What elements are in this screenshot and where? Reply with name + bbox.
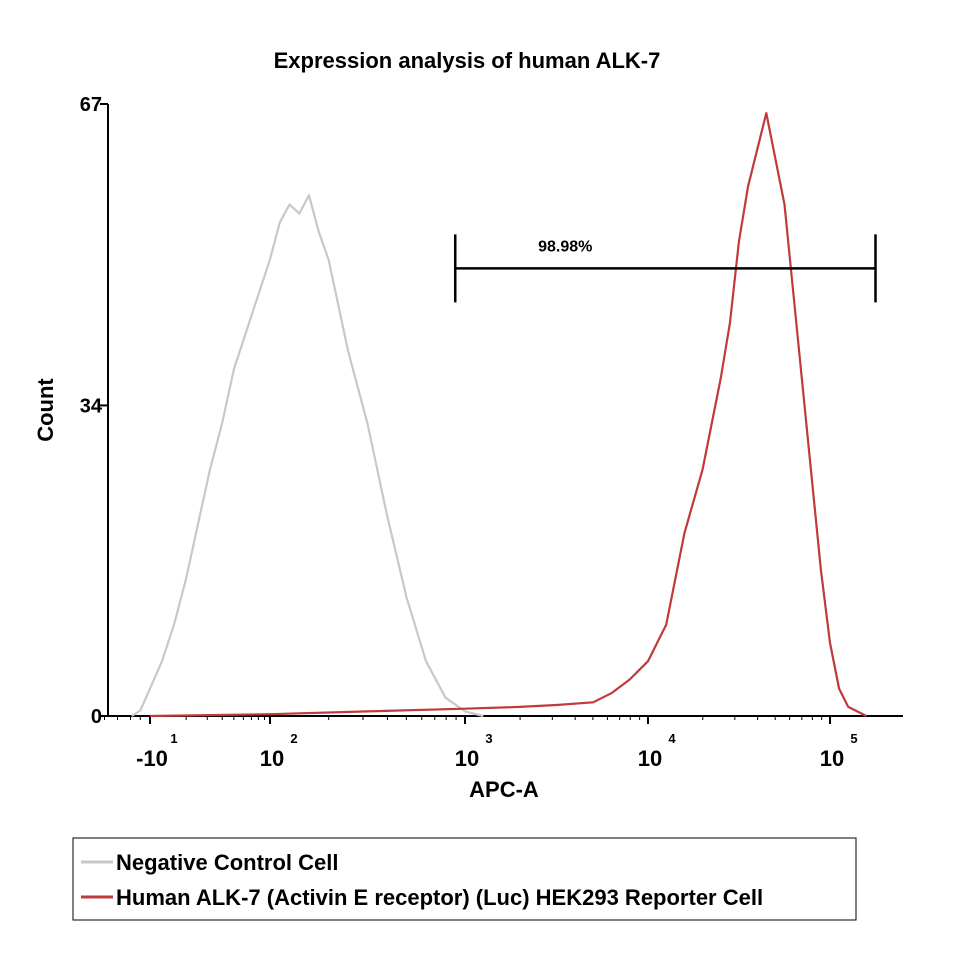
x-tick-exponent: 5 (850, 731, 857, 746)
plot-area: 0 34 67 -101 10 2 10 3 10 4 10 5 98.98% (80, 94, 903, 771)
y-tick-label: 34 (80, 395, 103, 417)
x-tick-label: -10 (136, 746, 168, 771)
x-tick-label: 10 (455, 746, 479, 771)
legend-box (72, 837, 857, 921)
chart-title: Expression analysis of human ALK-7 (274, 48, 661, 73)
x-tick-exponent: 1 (170, 731, 177, 746)
y-tick-label: 67 (80, 94, 102, 116)
legend: Negative Control Cell Human ALK-7 (Activ… (72, 837, 857, 921)
legend-label-human-alk7: Human ALK-7 (Activin E receptor) (Luc) H… (116, 885, 763, 910)
x-tick-exponent: 2 (290, 731, 297, 746)
gate-percentage-label: 98.98% (538, 238, 592, 255)
x-tick-label: 10 (260, 746, 284, 771)
series-line-negative-control (131, 194, 484, 718)
series-line-human-alk7 (149, 111, 867, 718)
x-tick-exponent: 4 (668, 731, 676, 746)
x-axis-label: APC-A (469, 777, 539, 802)
y-tick-label: 0 (91, 706, 102, 728)
x-tick-label: 10 (820, 746, 844, 771)
x-tick-label: 10 (638, 746, 662, 771)
y-axis-label: Count (33, 378, 58, 442)
x-tick-exponent: 3 (485, 731, 492, 746)
legend-label-negative-control: Negative Control Cell (116, 850, 338, 875)
